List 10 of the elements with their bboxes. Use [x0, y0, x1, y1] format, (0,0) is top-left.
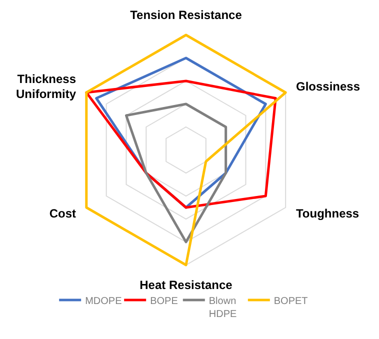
spoke-label: Heat Resistance [140, 278, 233, 292]
legend-label: Blown HDPE [208, 296, 238, 320]
spoke-label: Thickness Uniformity [16, 72, 76, 101]
legend-label: BOPET [274, 296, 308, 307]
spoke-label: Cost [49, 206, 76, 220]
legend-label: BOPE [150, 296, 178, 307]
spoke-label: Toughness [296, 206, 360, 220]
spoke-label: Glossiness [296, 80, 360, 94]
legend-label: MDOPE [85, 296, 122, 307]
spoke-label: Tension Resistance [130, 8, 242, 22]
